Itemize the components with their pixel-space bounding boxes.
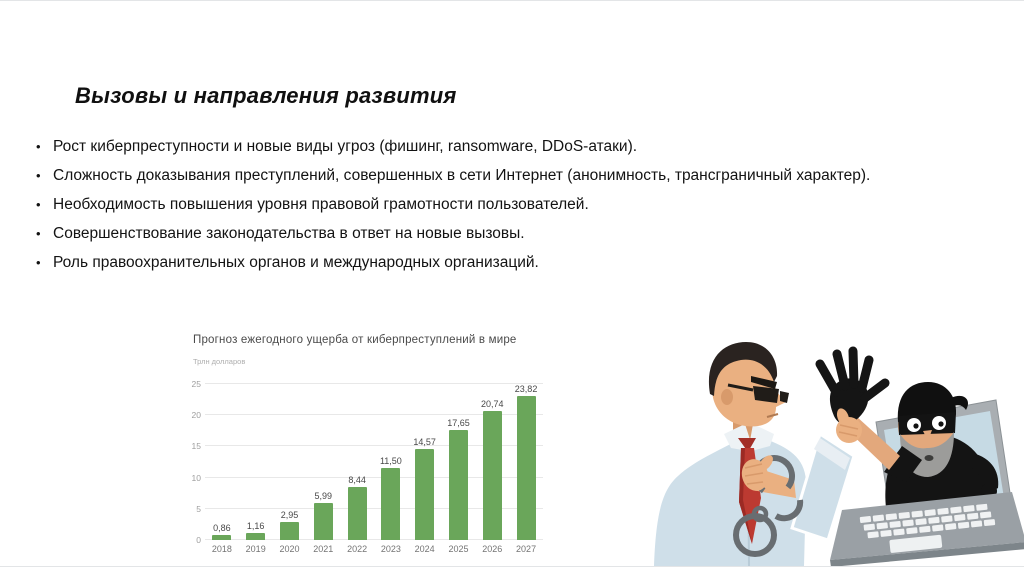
y-axis-tick: 5	[196, 503, 201, 514]
gridline	[205, 507, 543, 509]
slide-top-border	[0, 0, 1024, 1]
bar	[279, 521, 299, 540]
gridline	[205, 445, 543, 447]
gridline	[205, 539, 543, 540]
bullet-item: Сложность доказывания преступлений, сове…	[36, 165, 896, 186]
gridline	[205, 414, 543, 416]
gridline	[205, 476, 543, 478]
x-axis-label: 2024	[414, 544, 435, 554]
bullet-list: Рост киберпреступности и новые виды угро…	[36, 136, 896, 281]
bar	[381, 468, 401, 540]
bar-value-label: 17,65	[447, 417, 470, 428]
bar-group-2026: 20,74 2026	[475, 384, 509, 554]
bar-value-label: 14,57	[413, 437, 436, 448]
beanie-icon	[897, 382, 957, 422]
x-axis-label: 2023	[380, 544, 401, 554]
bar-value-label: 5,99	[314, 490, 333, 501]
bar-value-label: 11,50	[379, 456, 402, 467]
bar-value-label: 2,95	[280, 509, 299, 520]
chart-plot-area: 0,86 2018 1,16 2019 2,95 2020 5,99 2021 8,44 2022…	[192, 379, 543, 554]
bar	[347, 487, 367, 540]
x-axis-label: 2019	[245, 544, 266, 554]
bar-value-label: 1,16	[246, 520, 265, 531]
trackpad	[889, 534, 943, 553]
glasses-icon	[753, 386, 779, 403]
hand-holding-cuffs	[741, 455, 773, 491]
bar-group-2022: 8,44 2022	[340, 384, 374, 554]
bar-value-label: 8,44	[348, 475, 366, 486]
chart-title: Прогноз ежегодного ущерба от киберпресту…	[193, 334, 517, 346]
bar-value-label: 23,82	[514, 384, 538, 394]
bar	[313, 502, 333, 540]
bar-group-2027: 23,82 2027	[509, 384, 543, 554]
bar-value-label: 0,86	[213, 522, 231, 533]
slide-bottom-border	[0, 566, 1024, 567]
man-figure	[654, 342, 856, 566]
y-axis-tick: 25	[191, 379, 201, 389]
bar-group-2018: 0,86 2018	[205, 384, 239, 554]
bar-group-2023: 11,50 2023	[374, 384, 408, 554]
bullet-item: Рост киберпреступности и новые виды угро…	[36, 136, 896, 157]
bar	[516, 396, 536, 540]
hair	[708, 342, 778, 396]
slide-title: Вызовы и направления развития	[75, 82, 457, 108]
chart-bars: 0,86 2018 1,16 2019 2,95 2020 5,99 2021 8,44 2022…	[205, 384, 543, 554]
shirt	[654, 440, 807, 566]
y-axis-tick: 0	[196, 535, 201, 545]
x-axis-label: 2025	[448, 544, 469, 554]
x-axis-label: 2022	[347, 544, 368, 554]
x-axis-label: 2021	[313, 544, 334, 554]
glove-hand	[815, 346, 890, 425]
bullet-item: Совершенствование законодательства в отв…	[36, 223, 896, 244]
damage-forecast-chart: Прогноз ежегодного ущерба от киберпресту…	[190, 331, 556, 563]
bullet-item: Роль правоохранительных органов и междун…	[36, 252, 896, 273]
y-axis-tick: 10	[191, 472, 201, 483]
bar-group-2019: 1,16 2019	[239, 384, 273, 554]
y-axis-tick: 15	[191, 441, 201, 452]
bar	[415, 449, 435, 540]
bar-value-label: 20,74	[481, 398, 504, 409]
bar	[246, 532, 266, 540]
bar-group-2025: 17,65 2025	[442, 384, 476, 554]
chart-y-axis-unit-label: Трлн долларов	[193, 357, 246, 366]
bar-group-2024: 14,57 2024	[408, 384, 442, 554]
bar-group-2020: 2,95 2020	[273, 384, 307, 554]
eyebrow	[751, 376, 777, 389]
x-axis-label: 2027	[516, 544, 537, 554]
y-axis-tick: 20	[191, 410, 201, 421]
bar	[448, 429, 468, 540]
x-axis-label: 2020	[279, 544, 300, 554]
x-axis-label: 2026	[482, 544, 503, 554]
laptop-base	[830, 492, 1024, 566]
bar	[212, 534, 232, 540]
x-axis-label: 2018	[211, 544, 232, 554]
gripping-fist	[836, 408, 862, 443]
bar-group-2021: 5,99 2021	[306, 384, 340, 554]
bar	[482, 410, 502, 540]
bullet-item: Необходимость повышения уровня правовой …	[36, 194, 896, 215]
cybercrime-illustration	[654, 342, 1024, 566]
gridline	[205, 383, 543, 384]
